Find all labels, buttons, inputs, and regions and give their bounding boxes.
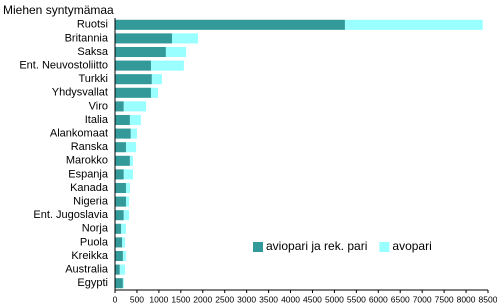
bar-segment — [172, 33, 198, 44]
legend-label: avopari — [392, 239, 431, 253]
x-tick-label: 7000 — [413, 294, 432, 304]
bar-segment — [115, 114, 130, 126]
legend-swatch — [379, 242, 390, 252]
y-tick-label: Viro — [89, 100, 108, 112]
bar-segment — [150, 60, 184, 71]
y-tick-label: Australia — [65, 264, 109, 276]
bar-segment — [115, 33, 173, 44]
y-tick-label: Saksa — [77, 46, 108, 58]
bar-segment — [115, 210, 124, 221]
x-tick-label: 6000 — [369, 294, 388, 304]
bar-segment — [125, 142, 137, 153]
bar-segment — [115, 223, 122, 234]
y-tick-label: Nigeria — [73, 196, 109, 208]
y-tick-label: Ent. Neuvostoliitto — [19, 60, 108, 72]
bar-segment — [150, 87, 159, 98]
y-tick-label: Espanja — [68, 168, 109, 180]
y-tick-label: Kanada — [70, 182, 109, 194]
bar-segment — [130, 128, 137, 139]
bar-segment — [122, 250, 126, 262]
bar-segment — [129, 114, 141, 126]
y-tick-label: Ruotsi — [77, 19, 108, 31]
x-tick-label: 1500 — [171, 294, 190, 304]
bar-segment — [115, 74, 152, 85]
y-tick-label: Italia — [85, 114, 109, 126]
legend-label: aviopari ja rek. pari — [266, 239, 367, 253]
bar-segment — [151, 74, 162, 85]
bar-segment — [115, 142, 126, 153]
y-tick-label: Ent. Jugoslavia — [33, 209, 108, 221]
x-tick-label: 8500 — [479, 294, 497, 304]
bar-segment — [125, 182, 130, 194]
bar-segment — [165, 46, 187, 58]
bar-segment — [115, 155, 130, 166]
bar-segment — [115, 169, 124, 180]
bar-segment — [115, 250, 123, 262]
x-tick-label: 4000 — [281, 294, 300, 304]
x-tick-label: 500 — [130, 294, 144, 304]
x-tick-label: 7500 — [435, 294, 454, 304]
x-tick-label: 1000 — [149, 294, 168, 304]
y-tick-label: Egypti — [77, 277, 108, 289]
bar-segment — [115, 87, 151, 98]
bar-segment — [115, 264, 120, 275]
legend-swatch — [253, 242, 263, 252]
y-tick-label: Norja — [82, 223, 109, 235]
bar-segment — [119, 264, 126, 275]
y-tick-label: Britannia — [65, 32, 109, 44]
bar-segment — [115, 19, 345, 30]
x-tick-label: 0 — [113, 294, 118, 304]
bar-segment — [129, 155, 133, 166]
y-tick-label: Kreikka — [71, 250, 109, 262]
bar-segment — [115, 46, 166, 58]
bar-segment — [123, 210, 130, 221]
y-tick-label: Puola — [80, 236, 109, 248]
x-tick-label: 2000 — [193, 294, 212, 304]
x-tick-label: 8000 — [457, 294, 476, 304]
bar-segment — [122, 237, 126, 248]
bar-segment — [115, 128, 131, 139]
x-tick-label: 3500 — [259, 294, 278, 304]
bar-segment — [115, 196, 126, 207]
x-tick-label: 6500 — [391, 294, 410, 304]
bar-segment — [115, 182, 126, 194]
bar-segment — [115, 237, 123, 248]
y-tick-label: Yhdysvallat — [52, 87, 108, 99]
bar-segment — [122, 278, 124, 289]
bar-segment — [123, 169, 133, 180]
y-tick-label: Turkki — [78, 73, 108, 85]
x-tick-label: 5000 — [325, 294, 344, 304]
bar-segment — [123, 101, 147, 112]
x-tick-label: 3000 — [237, 294, 256, 304]
bar-segment — [344, 19, 483, 30]
bar-segment — [115, 101, 124, 112]
x-tick-label: 4500 — [303, 294, 322, 304]
y-tick-label: Marokko — [66, 155, 108, 167]
x-tick-label: 2500 — [215, 294, 234, 304]
bar-segment — [125, 196, 130, 207]
y-tick-label: Alankomaat — [50, 128, 108, 140]
x-tick-label: 5500 — [347, 294, 366, 304]
chart-title: Miehen syntymämaa — [3, 3, 114, 17]
bar-segment — [115, 278, 123, 289]
bar-segment — [121, 223, 126, 234]
y-tick-label: Ranska — [71, 141, 109, 153]
bar-segment — [115, 60, 151, 71]
